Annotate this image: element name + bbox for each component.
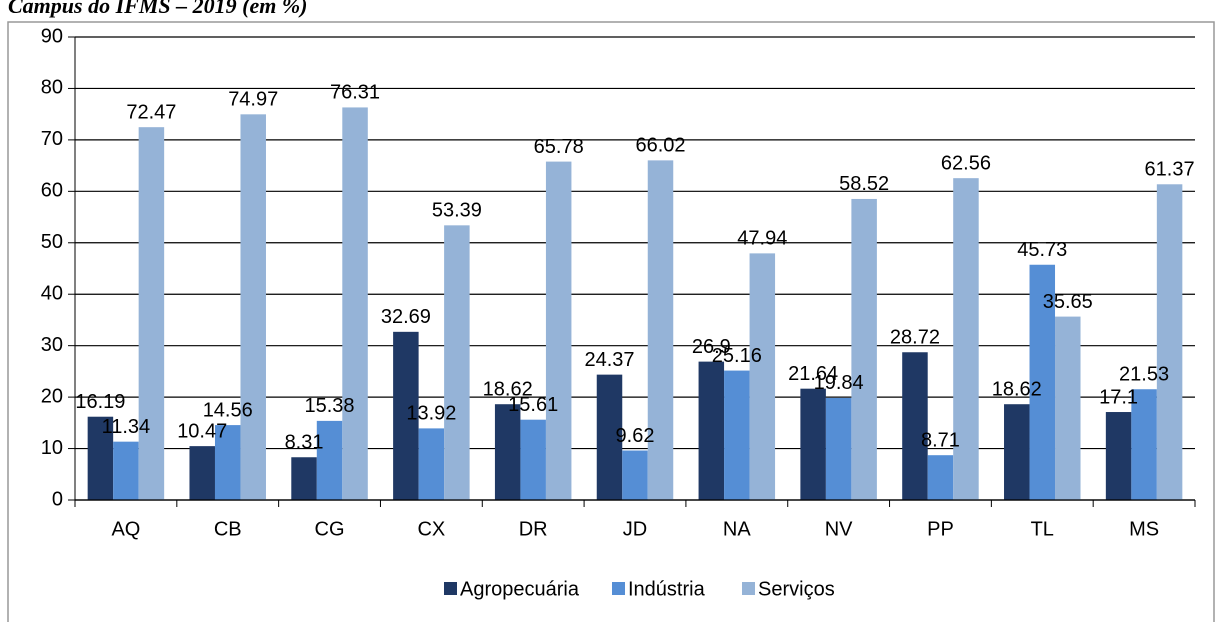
bar xyxy=(1004,404,1030,500)
data-label: 61.37 xyxy=(1145,159,1195,181)
chart-title: Campus do IFMS – 2019 (em %) xyxy=(8,0,307,18)
x-tick-label: CG xyxy=(315,518,345,540)
data-label: 26.9 xyxy=(692,336,731,358)
bar xyxy=(1131,389,1157,500)
x-tick-label: AQ xyxy=(111,518,140,540)
x-tick-label: DR xyxy=(519,518,548,540)
legend-swatch xyxy=(444,582,457,595)
chart-frame xyxy=(7,21,1215,622)
bar xyxy=(927,455,954,500)
bar xyxy=(698,361,725,500)
data-label: 58.52 xyxy=(839,173,889,195)
y-tick-label: 90 xyxy=(41,25,63,47)
bar xyxy=(87,416,114,500)
data-label: 10.47 xyxy=(177,420,227,442)
bar xyxy=(240,114,266,501)
bar xyxy=(749,253,776,500)
bar xyxy=(520,419,546,500)
x-tick-label: JD xyxy=(623,518,647,540)
y-tick-label: 80 xyxy=(41,77,63,99)
data-label: 21.53 xyxy=(1119,364,1169,386)
data-label: 45.73 xyxy=(1017,239,1067,261)
legend-label: Indústria xyxy=(628,578,706,600)
x-tick-label: MS xyxy=(1129,518,1159,540)
x-tick-label: PP xyxy=(927,518,954,540)
data-label: 28.72 xyxy=(890,327,940,349)
legend-label: Serviços xyxy=(758,578,835,600)
y-tick-label: 40 xyxy=(41,283,63,305)
data-label: 66.02 xyxy=(635,135,685,157)
data-label: 65.78 xyxy=(534,136,584,158)
x-tick-label: TL xyxy=(1031,518,1054,540)
legend-label: Agropecuária xyxy=(460,578,580,600)
bar xyxy=(1105,412,1132,500)
y-tick-label: 30 xyxy=(41,334,63,356)
bar xyxy=(902,352,928,500)
data-label: 76.31 xyxy=(330,82,380,104)
bar xyxy=(444,225,470,500)
y-tick-label: 10 xyxy=(41,437,63,459)
bar xyxy=(622,450,648,500)
bar xyxy=(1029,264,1056,500)
bar xyxy=(291,457,317,500)
bar xyxy=(851,198,877,500)
bar xyxy=(342,107,368,501)
x-tick-label: CB xyxy=(214,518,242,540)
data-label: 17.1 xyxy=(1099,386,1138,408)
data-label: 72.47 xyxy=(126,101,176,123)
data-label: 32.69 xyxy=(381,306,431,328)
bar xyxy=(494,404,521,500)
bar xyxy=(647,160,674,501)
legend-swatch xyxy=(612,582,625,595)
bar xyxy=(113,441,139,500)
x-tick-label: NV xyxy=(825,518,853,540)
data-label: 15.38 xyxy=(305,395,355,417)
data-label: 8.31 xyxy=(285,432,324,454)
data-label: 62.56 xyxy=(941,152,991,174)
data-label: 11.34 xyxy=(102,416,151,438)
y-tick-label: 50 xyxy=(41,231,63,253)
bar xyxy=(138,127,165,500)
legend-swatch xyxy=(742,582,755,595)
bar xyxy=(1156,184,1183,500)
data-label: 74.97 xyxy=(228,89,278,111)
y-tick-label: 70 xyxy=(41,128,63,150)
data-label: 13.92 xyxy=(406,403,456,425)
data-label: 53.39 xyxy=(432,200,482,222)
bar xyxy=(596,374,623,500)
data-label: 21.64 xyxy=(788,363,838,385)
data-label: 9.62 xyxy=(616,425,655,447)
bar xyxy=(393,331,419,500)
bar xyxy=(189,446,215,500)
bar xyxy=(953,178,979,500)
x-tick-label: CX xyxy=(417,518,445,540)
data-label: 14.56 xyxy=(203,399,253,421)
bar xyxy=(214,425,241,500)
bar xyxy=(1055,316,1081,500)
bar xyxy=(545,161,572,500)
y-tick-label: 60 xyxy=(41,180,63,202)
bar xyxy=(316,420,343,500)
bar xyxy=(418,428,445,500)
data-label: 18.62 xyxy=(483,378,533,400)
data-label: 47.94 xyxy=(737,228,787,250)
data-label: 19.84 xyxy=(814,372,864,394)
bar xyxy=(825,397,852,500)
data-label: 8.71 xyxy=(921,429,960,451)
data-label: 16.19 xyxy=(75,391,125,413)
x-tick-label: NA xyxy=(723,518,751,540)
y-tick-label: 20 xyxy=(41,385,63,407)
data-label: 25.16 xyxy=(712,345,762,367)
y-tick-label: 0 xyxy=(52,488,63,510)
data-label: 24.37 xyxy=(584,349,634,371)
bar xyxy=(724,370,750,500)
data-label: 18.62 xyxy=(992,378,1042,400)
bar xyxy=(800,388,826,500)
data-label: 15.61 xyxy=(508,394,558,416)
data-label: 35.65 xyxy=(1043,291,1093,313)
